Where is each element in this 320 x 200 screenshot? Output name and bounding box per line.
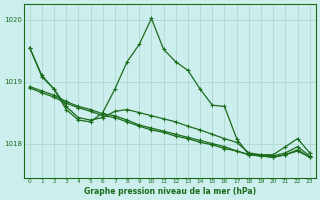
- X-axis label: Graphe pression niveau de la mer (hPa): Graphe pression niveau de la mer (hPa): [84, 187, 256, 196]
